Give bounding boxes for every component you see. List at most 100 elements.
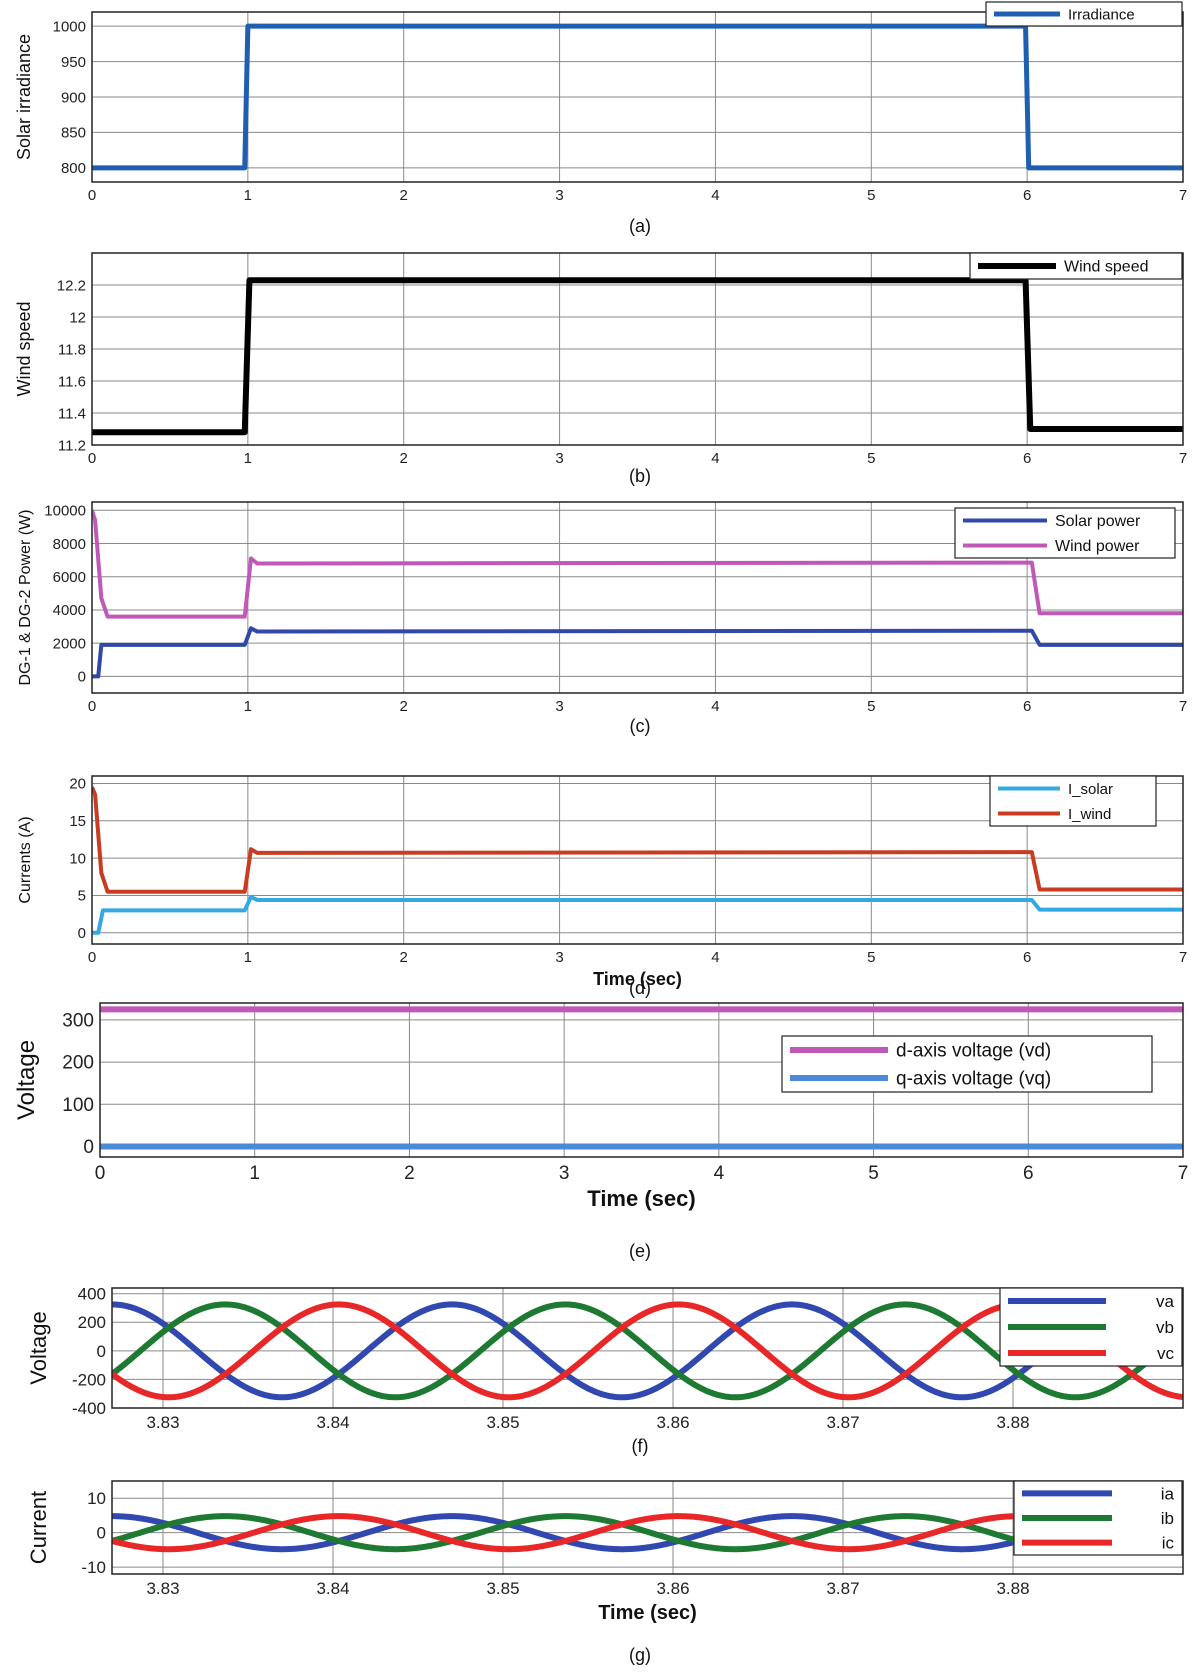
y-tick-label: 11.2: [58, 437, 86, 454]
y-tick-label: 5: [78, 888, 86, 905]
chart-panel-f: 3.83 3.84 3.85 3.86 3.87 3.88 -400 -200 0 200 400 v…: [26, 1285, 1184, 1456]
x-tick-label: 2: [400, 450, 408, 467]
y-tick-label: 200: [78, 1313, 106, 1332]
legend-label: vc: [1157, 1344, 1175, 1363]
panel-caption: (b): [629, 466, 651, 486]
chart-panel-g: 3.83 3.84 3.85 3.86 3.87 3.88 -10 0 10 ia ib ic Curr…: [26, 1480, 1184, 1665]
series-line-solar-power: [92, 626, 1183, 679]
series-line-va: [112, 1301, 1183, 1401]
legend-box: [989, 775, 1157, 827]
y-tick-label: 400: [78, 1285, 106, 1304]
y-tick-label: 20: [69, 776, 86, 793]
y-tick-label: -400: [72, 1399, 106, 1418]
x-tick-label: 7: [1178, 1163, 1189, 1184]
x-axis-label: Time (sec): [598, 1602, 697, 1624]
series-line-i-solar: [92, 894, 1183, 935]
x-tick-label: 3.86: [656, 1579, 689, 1598]
x-tick-label: 4: [714, 1163, 725, 1184]
x-tick-label: 6: [1023, 450, 1031, 467]
x-tick-label: 3.84: [316, 1413, 349, 1432]
x-tick-label: 6: [1023, 698, 1031, 715]
x-tick-label: 5: [868, 1163, 879, 1184]
y-tick-label: 11.4: [58, 405, 86, 422]
legend: Irradiance: [985, 1, 1183, 27]
y-tick-label: -10: [81, 1558, 106, 1577]
legend-label: va: [1156, 1292, 1175, 1311]
series-line-wind-speed: [92, 277, 1183, 436]
x-tick-label: 7: [1179, 187, 1187, 204]
y-tick-label: 10: [69, 850, 86, 867]
y-axis-label: DG-1 & DG-2 Power (W): [17, 509, 34, 685]
x-tick-label: 2: [400, 187, 408, 204]
x-tick-label: 3.88: [996, 1413, 1029, 1432]
x-tick-label: 0: [88, 698, 96, 715]
x-tick-label: 3.84: [316, 1579, 349, 1598]
y-axis-label: Wind speed: [14, 301, 34, 396]
y-tick-label: 11.6: [58, 373, 86, 390]
legend: Solar power Wind power: [954, 507, 1176, 559]
x-tick-label: 2: [404, 1163, 415, 1184]
panel-caption: (g): [629, 1645, 651, 1665]
x-tick-label: 1: [244, 949, 252, 966]
x-tick-label: 4: [711, 698, 719, 715]
x-tick-label: 3.85: [486, 1413, 519, 1432]
axes-frame: [111, 1287, 1184, 1409]
x-tick-label: 2: [400, 949, 408, 966]
x-axis-label: Time (sec): [593, 969, 682, 989]
x-tick-label: 5: [867, 187, 875, 204]
y-axis-label: Current: [26, 1491, 51, 1564]
legend-label: I_solar: [1068, 781, 1113, 798]
x-tick-label: 3.87: [826, 1413, 859, 1432]
x-tick-label: 3: [559, 1163, 570, 1184]
series-line-i-wind: [92, 786, 1183, 894]
y-tick-label: 900: [61, 89, 86, 106]
x-tick-label: 6: [1023, 949, 1031, 966]
x-tick-label: 1: [244, 187, 252, 204]
y-tick-label: 850: [61, 125, 86, 142]
y-tick-label: -200: [72, 1370, 106, 1389]
series-line-ic: [112, 1513, 1183, 1553]
legend-label: Irradiance: [1068, 6, 1135, 23]
panel-caption: (e): [629, 1241, 651, 1261]
x-tick-label: 0: [95, 1163, 106, 1184]
x-tick-label: 5: [867, 450, 875, 467]
axes-frame: [91, 11, 1184, 183]
y-axis-label: Voltage: [13, 1040, 40, 1120]
x-tick-label: 2: [400, 698, 408, 715]
panel-caption: (c): [630, 716, 651, 736]
legend-label: Wind power: [1055, 538, 1140, 555]
series-line-irradiance: [92, 23, 1183, 171]
y-axis-label: Solar irradiance: [14, 34, 34, 160]
x-tick-label: 1: [244, 450, 252, 467]
axes-frame: [91, 775, 1184, 945]
y-tick-label: 1000: [53, 18, 86, 35]
y-tick-label: 0: [78, 925, 86, 942]
legend-label: ib: [1161, 1509, 1174, 1528]
x-tick-label: 3: [555, 698, 563, 715]
x-tick-label: 3.88: [996, 1579, 1029, 1598]
x-tick-label: 4: [711, 949, 719, 966]
panel-caption: (f): [632, 1436, 649, 1456]
panel-caption: (a): [629, 216, 651, 236]
legend: ia ib ic: [1013, 1480, 1183, 1556]
y-tick-label: 11.8: [58, 341, 86, 358]
series-line-ib: [112, 1513, 1183, 1553]
x-tick-label: 7: [1179, 698, 1187, 715]
legend-box: [781, 1035, 1153, 1093]
y-tick-label: 4000: [53, 602, 86, 619]
x-axis-label: Time (sec): [587, 1186, 695, 1211]
chart-panel-c: 0 1 2 3 4 5 6 7 0 2000 4000 6000 8000 10000 Solar powe…: [17, 501, 1187, 736]
y-tick-label: 10000: [44, 503, 86, 520]
x-tick-label: 3.85: [486, 1579, 519, 1598]
x-tick-label: 3: [555, 450, 563, 467]
series-line-wind-power: [92, 509, 1183, 619]
legend-label: q-axis voltage (vq): [896, 1069, 1051, 1090]
legend: I_solar I_wind: [989, 775, 1157, 827]
chart-panel-d: 0 1 2 3 4 5 6 7 0 5 10 15 20 I_solar I_wind Currents (A…: [17, 775, 1187, 998]
axes-frame: [91, 501, 1184, 694]
legend: d-axis voltage (vd) q-axis voltage (vq): [781, 1035, 1153, 1093]
x-tick-label: 0: [88, 949, 96, 966]
legend-label: Wind speed: [1064, 259, 1149, 276]
x-tick-label: 4: [711, 450, 719, 467]
